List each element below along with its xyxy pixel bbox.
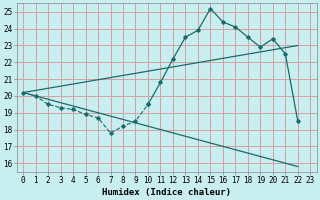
X-axis label: Humidex (Indice chaleur): Humidex (Indice chaleur) [102, 188, 231, 197]
